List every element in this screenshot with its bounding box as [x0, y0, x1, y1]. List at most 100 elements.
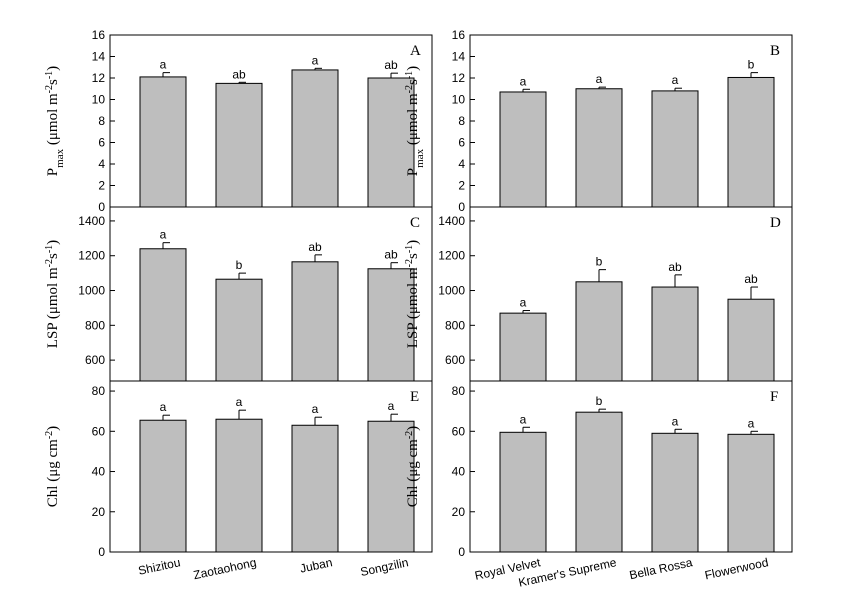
y-label-mid: s: [405, 79, 421, 85]
significance-label: ab: [232, 67, 246, 81]
x-category-label: Juban: [299, 555, 334, 575]
bar: [291, 261, 339, 382]
y-label-main: P: [45, 168, 61, 176]
y-tick-label: 4: [458, 157, 465, 171]
bar: [499, 312, 547, 382]
y-label-mid: s: [45, 79, 61, 85]
y-tick-label: 80: [92, 384, 106, 398]
y-label-unit: (μmol m: [405, 93, 421, 149]
y-label-mid: s: [405, 253, 421, 259]
significance-label: a: [388, 399, 395, 413]
y-tick-label: 8: [458, 114, 465, 128]
x-category-label: Flowerwood: [703, 555, 769, 582]
bar: [727, 76, 775, 208]
bar: [727, 433, 775, 553]
y-tick-label: 2: [98, 179, 105, 193]
y-axis-label: Chl (μg cm-2): [44, 426, 62, 507]
y-label-close: ): [405, 240, 421, 245]
bar: [575, 88, 623, 208]
y-tick-label: 0: [98, 545, 105, 559]
bar: [215, 278, 263, 382]
significance-label: a: [236, 395, 243, 409]
y-axis-label: LSP (μmol m-2s-1): [44, 240, 62, 348]
y-label-exp: -2: [44, 85, 55, 93]
panel-letter: C: [410, 215, 420, 231]
significance-label: b: [236, 258, 243, 272]
y-tick-label: 6: [458, 136, 465, 150]
y-label-mid: s: [45, 253, 61, 259]
x-category-label: Zaotaohong: [192, 555, 258, 582]
panel-letter: E: [410, 389, 419, 405]
y-tick-label: 1000: [78, 284, 105, 298]
x-category-label: Bella Rossa: [628, 555, 694, 582]
y-tick-label: 14: [92, 50, 106, 64]
bar: [291, 69, 339, 208]
y-tick-label: 20: [452, 505, 466, 519]
significance-label: a: [312, 402, 319, 416]
significance-label: a: [520, 412, 527, 426]
bar: [139, 248, 187, 382]
y-axis-label: Pmax (μmol m-2s-1): [44, 66, 67, 176]
y-tick-label: 6: [98, 136, 105, 150]
y-label-exp: -1: [404, 245, 415, 253]
y-tick-label: 12: [92, 71, 106, 85]
y-label-exp: -1: [44, 245, 55, 253]
bar: [499, 431, 547, 553]
y-tick-label: 60: [452, 424, 466, 438]
y-tick-label: 800: [85, 318, 105, 332]
bar: [651, 90, 699, 208]
y-tick-label: 1000: [438, 284, 465, 298]
bar: [575, 411, 623, 553]
x-category-label: Shizitou: [137, 555, 182, 578]
y-tick-label: 60: [92, 424, 106, 438]
y-tick-label: 600: [85, 353, 105, 367]
significance-label: a: [672, 414, 679, 428]
y-label-close: ): [45, 426, 61, 431]
y-label-exp: -2: [404, 85, 415, 93]
bar: [367, 420, 415, 553]
y-tick-label: 600: [445, 353, 465, 367]
bar: [727, 298, 775, 382]
y-label-exp: -2: [44, 431, 55, 439]
y-label-unit: (μmol m: [45, 93, 61, 149]
y-tick-label: 0: [458, 200, 465, 214]
y-label-close: ): [405, 66, 421, 71]
y-tick-label: 1200: [78, 249, 105, 263]
significance-label: a: [520, 74, 527, 88]
panel-letter: F: [770, 389, 778, 405]
y-tick-label: 1200: [438, 249, 465, 263]
y-tick-label: 10: [452, 93, 466, 107]
significance-label: ab: [384, 248, 398, 262]
bar: [215, 82, 263, 208]
y-tick-label: 40: [92, 465, 106, 479]
y-label-main: Chl (μg cm: [45, 439, 61, 507]
significance-label: a: [160, 400, 167, 414]
bar: [291, 424, 339, 553]
y-tick-label: 16: [452, 28, 466, 42]
bar: [367, 77, 415, 208]
y-label-main: LSP (μmol m: [45, 267, 61, 348]
y-tick-label: 800: [445, 318, 465, 332]
significance-label: a: [160, 228, 167, 242]
y-tick-label: 20: [92, 505, 106, 519]
y-axis-label: Pmax (μmol m-2s-1): [404, 66, 427, 176]
y-tick-label: 0: [458, 545, 465, 559]
y-label-close: ): [405, 426, 421, 431]
panel-letter: D: [770, 215, 781, 231]
significance-label: a: [748, 416, 755, 430]
y-tick-label: 40: [452, 465, 466, 479]
plot-frame: [469, 380, 793, 553]
y-label-main: P: [405, 168, 421, 176]
y-label-close: ): [45, 66, 61, 71]
bar: [651, 286, 699, 382]
panel-letter: A: [410, 43, 421, 59]
significance-label: ab: [384, 58, 398, 72]
y-label-main: Chl (μg cm: [405, 439, 421, 507]
significance-label: a: [312, 53, 319, 67]
bar: [367, 268, 415, 382]
y-tick-label: 1400: [438, 214, 465, 228]
